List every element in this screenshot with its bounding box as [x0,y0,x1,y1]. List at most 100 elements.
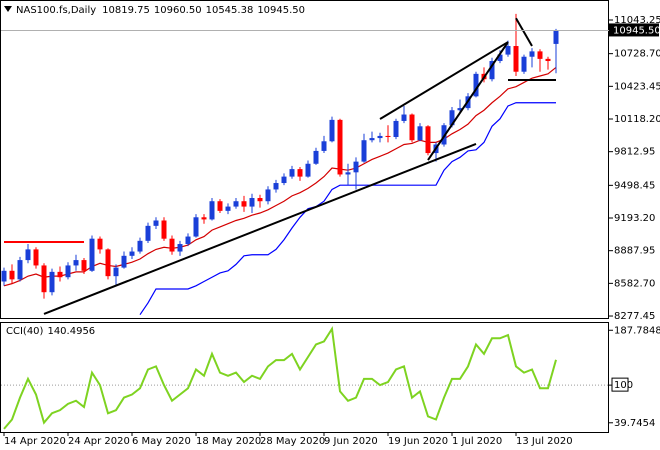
candle-body [537,51,543,59]
candle-body [529,51,535,57]
candle-body [41,265,47,293]
x-tick-label: 9 Jun 2020 [324,436,378,447]
x-tick-label: 1 Jul 2020 [452,436,502,447]
candle-body [353,161,359,173]
candle-body [9,270,15,280]
candle-body [145,225,151,241]
candle-body [401,114,407,121]
candle-body [169,238,175,252]
current-price-box [609,23,659,37]
candle-body [337,119,343,175]
candle-body [73,260,79,266]
plot-layer: 11043.25 10728.70 10423.45 10118.20 9812.95 9… [1,13,660,447]
cci-line [3,326,557,430]
cci-last: 140.4956 [47,326,95,337]
candle-body [289,169,295,177]
indicator-line [3,66,557,287]
candle-body [1,270,7,282]
trend-line [43,143,477,315]
candle-body [473,73,479,97]
candle-body [25,249,31,261]
candle-body [89,238,95,271]
candle-body [193,217,199,237]
x-tick-label: 14 Apr 2020 [4,436,66,447]
candle-body [185,236,191,245]
candle-body [345,172,351,175]
candle-body [121,255,127,268]
y-tick-label: 8277.45 [614,311,655,322]
candle-body [241,201,247,207]
candle-body [33,249,39,266]
candle-body [137,240,143,252]
y-tick-label: 9812.95 [614,147,655,158]
candle-body [153,220,159,226]
y-tick-label: 39.7454 [614,418,655,429]
x-tick-label: 28 May 2020 [260,436,325,447]
candle-body [201,217,207,220]
candle-body [449,110,455,126]
candle-body [489,61,495,80]
candle-body [177,244,183,252]
candle-body [225,206,231,211]
candle-body [505,46,511,55]
trend-line [427,41,509,161]
candle-body [257,198,263,202]
candle-body [553,30,559,44]
trend-line [379,41,509,120]
candle-body [105,249,111,277]
candle-body [521,56,527,72]
candle-body [129,251,135,256]
candle-body [265,189,271,202]
candle-body [377,135,383,139]
y-tick-label: 10423.45 [614,81,660,92]
y-tick-label: 9193.20 [614,213,655,224]
candle-body [305,163,311,177]
candle-body [513,46,519,72]
candle-body [497,54,503,62]
candle-body [361,140,367,162]
y-tick-label: 187.7848 [614,325,660,336]
candle-body [409,114,415,141]
y-tick-label: 8582.70 [614,278,655,289]
candle-body [393,120,399,138]
price-panel-frame [0,0,609,319]
candle-body [233,201,239,207]
header-icon [4,6,12,12]
x-tick-label: 24 Apr 2020 [68,436,130,447]
candle-body [425,126,431,154]
candle-body [65,265,71,278]
x-tick-label: 19 Jun 2020 [388,436,448,447]
candle-body [297,169,303,177]
candle-body [57,271,63,278]
y-tick-label: 10118.20 [614,114,660,125]
symbol: NAS100.fs,Daily [16,5,96,16]
x-tick-label: 18 May 2020 [196,436,261,447]
candle-body [97,238,103,250]
candle-body [281,176,287,184]
candle-body [417,126,423,141]
candle-body [329,119,335,142]
y-tick-label: 10728.70 [614,49,660,60]
y-tick-label: 9498.45 [614,180,655,191]
candle-body [161,220,167,239]
open-label: 10819.75 [102,5,150,16]
candle-body [545,58,551,62]
candle-body [369,138,375,141]
candle-body [313,150,319,164]
x-tick-label: 13 Jul 2020 [516,436,573,447]
candle-body [273,183,279,190]
candle-body [457,108,463,111]
y-tick-label: 11043.25 [614,15,660,26]
candle-body [49,271,55,293]
candle-body [321,141,327,151]
candle-body [81,260,87,271]
trend-line [515,17,533,47]
indicator-line [139,102,556,316]
candle-body [385,135,391,138]
candle-body [249,198,255,207]
candle-body [17,260,23,280]
close-label: 10945.50 [257,5,305,16]
